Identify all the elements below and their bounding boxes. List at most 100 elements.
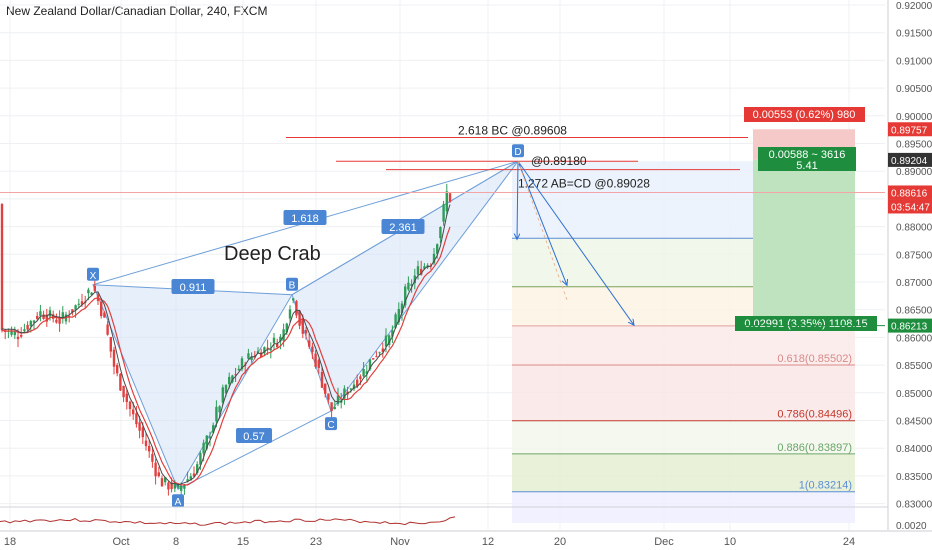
point-D-label: D xyxy=(514,147,521,158)
price-axis: 0.92000 0.91500 0.91000 0.90500 0.90000 0.895… xyxy=(887,0,932,532)
price-label: 0.89757 xyxy=(891,125,928,136)
time-axis: 18 Oct 8 15 23 Nov 12 20 Dec 10 24 xyxy=(0,530,932,550)
candle-body xyxy=(205,435,208,449)
candle-body xyxy=(432,253,436,264)
price-label-bg xyxy=(888,122,932,137)
candle-body xyxy=(240,358,244,370)
candle-body xyxy=(100,301,103,317)
candle-body xyxy=(228,376,231,385)
time-tick-label: 23 xyxy=(310,536,322,548)
fib-level-label: 0.886(0.83897) xyxy=(777,442,852,454)
rr-label-bg xyxy=(758,147,856,171)
candle-body xyxy=(311,346,314,352)
price-tick-label: 0.84500 xyxy=(896,417,932,428)
chart-title: New Zealand Dollar/Canadian Dollar, 240,… xyxy=(6,4,268,18)
dashed-guide xyxy=(517,161,568,301)
candle-body xyxy=(320,372,324,388)
time-tick-label: 12 xyxy=(482,536,494,548)
candle-body xyxy=(148,445,151,452)
ratio-ac: 0.57 xyxy=(243,431,264,443)
level-label-2618: 2.618 BC @0.89608 xyxy=(458,124,567,138)
candle-body xyxy=(378,352,381,354)
candle-body xyxy=(359,376,362,380)
price-tick-label: 0.89000 xyxy=(896,167,932,178)
moving-average-red xyxy=(1,226,451,486)
candle-body xyxy=(189,476,192,481)
price-tick-label: 0.87000 xyxy=(896,278,932,289)
candle-body xyxy=(397,308,400,323)
candle-body xyxy=(80,301,84,305)
candle-body xyxy=(109,337,112,352)
candle-body xyxy=(77,303,80,305)
candle-body xyxy=(138,422,141,431)
price-tick-label: 0.92000 xyxy=(896,1,932,12)
candle-body xyxy=(263,347,266,354)
candle-body xyxy=(221,387,224,403)
candle-body xyxy=(215,406,218,422)
candle-body xyxy=(336,395,340,405)
stop-label: 0.00553 (0.62%) 980 xyxy=(753,109,856,121)
candle-body xyxy=(356,379,359,387)
candle-body xyxy=(423,266,426,269)
candle-body xyxy=(119,373,122,391)
candle-body xyxy=(394,314,397,328)
point-A-bg xyxy=(172,494,184,508)
candle-body xyxy=(416,266,420,275)
candle-body xyxy=(218,406,221,413)
price-tick-label: 0.91000 xyxy=(896,56,932,67)
level-label-d: @0.89180 xyxy=(531,154,587,168)
price-label-bg xyxy=(888,318,932,333)
candle-body xyxy=(436,244,439,254)
candle-body xyxy=(61,312,64,319)
time-tick-label: 15 xyxy=(237,536,249,548)
fib-zone xyxy=(512,453,855,492)
candle-body xyxy=(308,340,311,347)
price-tick-label: 0.83500 xyxy=(896,472,932,483)
candle-body xyxy=(93,285,96,292)
candle-body xyxy=(404,286,407,306)
indicator-line xyxy=(0,516,456,526)
candle-body xyxy=(122,385,125,398)
candle-body xyxy=(141,427,144,438)
candle-body xyxy=(183,484,186,489)
time-tick-label: 8 xyxy=(173,536,179,548)
price-tick-label: 0.90500 xyxy=(896,84,932,95)
price-label-bg xyxy=(888,199,932,214)
candle-body xyxy=(365,371,368,375)
candle-body xyxy=(112,349,116,367)
price-tick-label: 0.84000 xyxy=(896,444,932,455)
price-tick-label: 0.83000 xyxy=(896,500,932,511)
candle-body xyxy=(234,374,237,376)
candle-body xyxy=(199,453,202,465)
point-B-label: B xyxy=(289,281,296,292)
candle-body xyxy=(16,336,20,340)
pattern-line-ac xyxy=(177,410,332,490)
candle-body xyxy=(231,375,234,383)
candle-body xyxy=(388,335,391,346)
candle-body xyxy=(439,227,442,239)
candle-body xyxy=(304,330,308,334)
candle-body xyxy=(106,324,109,335)
ratio-xab-bg xyxy=(171,279,215,294)
point-X-bg xyxy=(87,267,99,281)
candle-body xyxy=(32,320,36,323)
price-tick-label: 0.90000 xyxy=(896,112,932,123)
candle-body xyxy=(36,315,39,319)
price-tick-label: 0.89500 xyxy=(896,140,932,151)
candle-body xyxy=(384,335,388,347)
candle-body xyxy=(400,303,404,314)
fib-zone xyxy=(512,325,855,365)
candle-body xyxy=(74,305,77,310)
ratio-bcd: 2.361 xyxy=(389,222,417,234)
candle-body xyxy=(23,329,26,332)
candle-body xyxy=(237,368,240,371)
candle-body xyxy=(170,482,173,490)
candle-body xyxy=(352,384,356,390)
pattern-name: Deep Crab xyxy=(224,243,321,265)
candle-body xyxy=(327,393,330,400)
candle-body xyxy=(282,329,285,341)
candle-body xyxy=(224,385,228,394)
